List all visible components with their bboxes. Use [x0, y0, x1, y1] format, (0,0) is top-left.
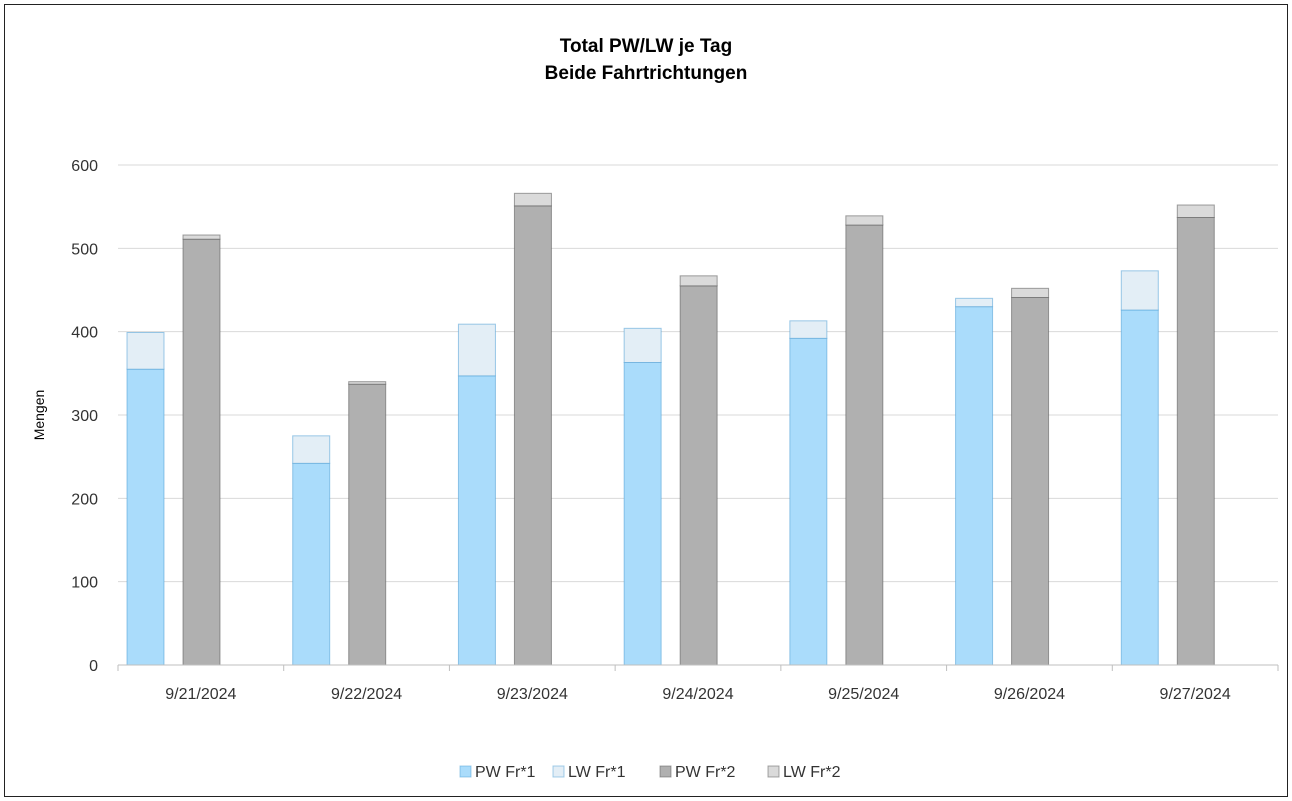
- bar-pw-fr-1: [789, 337, 828, 666]
- bar-pw-fr-2: [348, 383, 387, 666]
- bar-lw-fr-2: [348, 381, 387, 385]
- chart-title-line: Total PW/LW je Tag: [560, 36, 732, 57]
- y-tick-label: 300: [71, 408, 98, 425]
- bar-lw-fr-1: [623, 327, 662, 364]
- bar-pw-fr-1: [623, 362, 662, 666]
- legend-swatch: [459, 765, 472, 778]
- x-tick-label: 9/24/2024: [662, 686, 733, 703]
- y-tick-label: 0: [89, 658, 98, 675]
- y-axis-ticks: 0 100 200 300 400 500 600: [71, 158, 98, 675]
- bar-lw-fr-2: [679, 275, 718, 287]
- bar-lw-fr-1: [789, 320, 828, 339]
- bar-pw-fr-1: [457, 375, 496, 666]
- bar-lw-fr-1: [126, 332, 165, 370]
- bar-pw-fr-1: [955, 306, 994, 666]
- bar-lw-fr-1: [457, 323, 496, 377]
- bar-pw-fr-2: [513, 205, 552, 666]
- bar-pw-fr-1: [126, 368, 165, 666]
- y-tick-label: 200: [71, 491, 98, 508]
- y-axis-label: Mengen: [31, 390, 47, 441]
- bar-pw-fr-1: [292, 462, 331, 666]
- legend-label: LW Fr*1: [568, 764, 626, 781]
- chart-title: Total PW/LW je Tag Beide Fahrtrichtungen: [545, 36, 748, 84]
- chart-title-line: Beide Fahrtrichtungen: [545, 63, 748, 84]
- y-tick-label: 100: [71, 575, 98, 592]
- bars: [126, 192, 1215, 666]
- bar-lw-fr-2: [1176, 204, 1215, 218]
- x-axis: 9/21/2024 9/22/2024 9/23/2024 9/24/2024 9/25…: [117, 664, 1279, 703]
- bar-lw-fr-2: [845, 215, 884, 226]
- bar-pw-fr-1: [1120, 309, 1159, 666]
- bar-lw-fr-2: [513, 192, 552, 207]
- bar-pw-fr-2: [845, 224, 884, 666]
- bar-pw-fr-2: [1011, 297, 1050, 666]
- bar-lw-fr-1: [292, 435, 331, 464]
- legend-label: LW Fr*2: [783, 764, 841, 781]
- legend: PW Fr*1 LW Fr*1 PW Fr*2 LW Fr*2: [459, 764, 841, 781]
- x-tick-label: 9/23/2024: [497, 686, 568, 703]
- bar-pw-fr-2: [679, 285, 718, 666]
- y-tick-label: 400: [71, 325, 98, 342]
- bar-lw-fr-1: [955, 297, 994, 308]
- bar-pw-fr-2: [1176, 217, 1215, 666]
- legend-label: PW Fr*1: [475, 764, 536, 781]
- legend-label: PW Fr*2: [675, 764, 736, 781]
- bar-lw-fr-1: [1120, 270, 1159, 311]
- legend-swatch: [552, 765, 565, 778]
- legend-swatch: [767, 765, 780, 778]
- bar-lw-fr-2: [182, 234, 221, 240]
- x-tick-label: 9/27/2024: [1160, 686, 1231, 703]
- legend-swatch: [659, 765, 672, 778]
- y-tick-label: 600: [71, 158, 98, 175]
- y-tick-label: 500: [71, 241, 98, 258]
- bar-pw-fr-2: [182, 238, 221, 666]
- x-tick-label: 9/21/2024: [165, 686, 236, 703]
- x-tick-label: 9/22/2024: [331, 686, 402, 703]
- x-tick-label: 9/25/2024: [828, 686, 899, 703]
- bar-lw-fr-2: [1011, 287, 1050, 299]
- x-tick-label: 9/26/2024: [994, 686, 1065, 703]
